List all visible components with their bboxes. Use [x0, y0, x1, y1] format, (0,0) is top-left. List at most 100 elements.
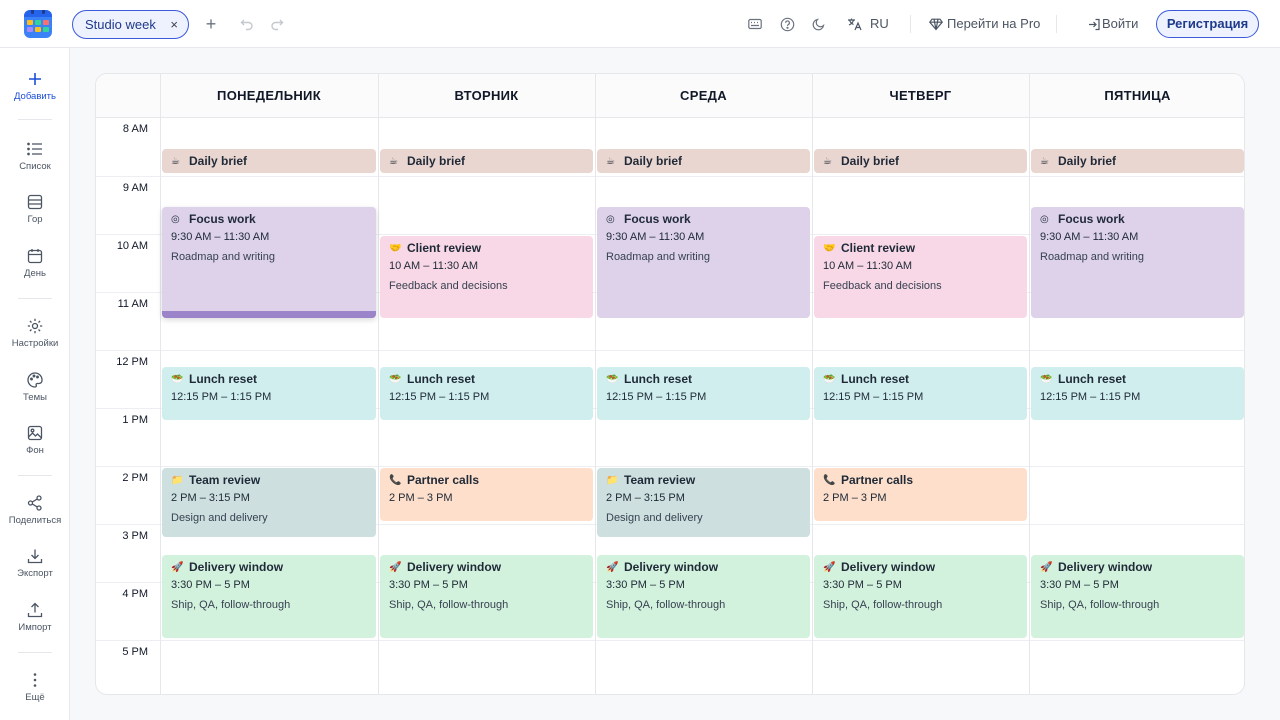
time-label: 8 AM — [122, 123, 148, 135]
salad-icon: 🥗 — [1040, 373, 1053, 385]
sidebar-item-background[interactable]: Фон — [0, 424, 70, 456]
event-delivery-window-tuesday[interactable]: 🚀 Delivery window 3:30 PM – 5 PM Ship, QA… — [380, 555, 593, 638]
event-delivery-window-monday[interactable]: 🚀 Delivery window 3:30 PM – 5 PM Ship, QA… — [162, 555, 376, 638]
event-time: 9:30 AM – 11:30 AM — [1040, 231, 1139, 243]
day-header-friday: ПЯТНИЦА — [1029, 74, 1244, 118]
event-title: Daily brief — [624, 154, 683, 168]
sidebar-item-list[interactable]: Список — [0, 140, 70, 172]
sidebar-item-label: Добавить — [14, 91, 56, 102]
event-time: 10 AM – 11:30 AM — [389, 260, 479, 272]
event-daily-brief-tuesday[interactable]: ☕ Daily brief — [380, 149, 593, 173]
time-label: 5 PM — [122, 646, 148, 658]
event-title: Client review — [407, 241, 482, 255]
event-description: Feedback and decisions — [823, 280, 942, 292]
sidebar-item-year[interactable]: Гор — [0, 193, 70, 225]
register-button[interactable]: Регистрация — [1156, 10, 1259, 38]
event-lunch-reset-wednesday[interactable]: 🥗 Lunch reset 12:15 PM – 1:15 PM — [597, 367, 810, 420]
event-title: Delivery window — [1058, 560, 1153, 574]
event-partner-calls-tuesday[interactable]: 📞 Partner calls 2 PM – 3 PM — [380, 468, 593, 521]
event-focus-work-monday[interactable]: ◎ Focus work 9:30 AM – 11:30 AM Roadmap a… — [162, 207, 376, 318]
event-daily-brief-wednesday[interactable]: ☕ Daily brief — [597, 149, 810, 173]
event-focus-work-wednesday[interactable]: ◎ Focus work 9:30 AM – 11:30 AM Roadmap a… — [597, 207, 810, 318]
translate-icon[interactable] — [845, 14, 865, 34]
salad-icon: 🥗 — [171, 373, 184, 385]
event-description: Ship, QA, follow-through — [823, 599, 943, 611]
event-description: Ship, QA, follow-through — [171, 599, 291, 611]
event-lunch-reset-thursday[interactable]: 🥗 Lunch reset 12:15 PM – 1:15 PM — [814, 367, 1027, 420]
add-tab-button[interactable]: + — [205, 13, 217, 34]
event-lunch-reset-friday[interactable]: 🥗 Lunch reset 12:15 PM – 1:15 PM — [1031, 367, 1244, 420]
event-time: 12:15 PM – 1:15 PM — [606, 391, 707, 403]
target-icon: ◎ — [1040, 213, 1049, 225]
event-daily-brief-monday[interactable]: ☕ Daily brief — [162, 149, 376, 173]
download-icon — [27, 549, 43, 564]
column-divider — [812, 74, 813, 694]
sidebar-item-label: Гор — [27, 214, 43, 225]
redo-icon[interactable] — [267, 14, 287, 34]
event-time: 3:30 PM – 5 PM — [823, 579, 902, 591]
event-title: Team review — [624, 473, 696, 487]
event-team-review-monday[interactable]: 📁 Team review 2 PM – 3:15 PM Design and d… — [162, 468, 376, 537]
palette-icon — [27, 372, 43, 388]
sidebar-item-share[interactable]: Поделиться — [0, 494, 70, 526]
event-delivery-window-friday[interactable]: 🚀 Delivery window 3:30 PM – 5 PM Ship, QA… — [1031, 555, 1244, 638]
event-time: 2 PM – 3:15 PM — [606, 492, 685, 504]
event-description: Ship, QA, follow-through — [389, 599, 509, 611]
salad-icon: 🥗 — [823, 373, 836, 385]
time-label: 4 PM — [122, 588, 148, 600]
event-daily-brief-friday[interactable]: ☕ Daily brief — [1031, 149, 1244, 173]
coffee-icon: ☕ — [171, 155, 180, 167]
tab-close-icon[interactable]: × — [170, 17, 178, 32]
event-time: 2 PM – 3 PM — [389, 492, 453, 504]
gear-icon — [27, 318, 43, 334]
event-description: Design and delivery — [606, 512, 703, 524]
sidebar-item-label: Фон — [26, 445, 44, 456]
list-icon — [27, 142, 42, 156]
sidebar-item-add[interactable]: Добавить — [0, 70, 70, 102]
coffee-icon: ☕ — [823, 155, 832, 167]
event-focus-work-friday[interactable]: ◎ Focus work 9:30 AM – 11:30 AM Roadmap a… — [1031, 207, 1244, 318]
sidebar-item-day[interactable]: День — [0, 247, 70, 279]
sidebar-item-label: Настройки — [11, 338, 59, 349]
event-team-review-wednesday[interactable]: 📁 Team review 2 PM – 3:15 PM Design and d… — [597, 468, 810, 537]
sidebar-item-more[interactable]: Ещё — [0, 671, 70, 703]
event-delivery-window-wednesday[interactable]: 🚀 Delivery window 3:30 PM – 5 PM Ship, QA… — [597, 555, 810, 638]
event-time: 3:30 PM – 5 PM — [1040, 579, 1119, 591]
event-daily-brief-thursday[interactable]: ☕ Daily brief — [814, 149, 1027, 173]
event-title: Lunch reset — [407, 372, 476, 386]
undo-icon[interactable] — [237, 14, 257, 34]
tab-studio-week[interactable]: Studio week × — [72, 10, 189, 39]
event-time: 10 AM – 11:30 AM — [823, 260, 913, 272]
dark-mode-moon-icon[interactable] — [809, 14, 829, 34]
sidebar-item-settings[interactable]: Настройки — [0, 317, 70, 349]
phone-icon: 📞 — [823, 474, 836, 486]
event-lunch-reset-tuesday[interactable]: 🥗 Lunch reset 12:15 PM – 1:15 PM — [380, 367, 593, 420]
event-client-review-thursday[interactable]: 🤝 Client review 10 AM – 11:30 AM Feedback… — [814, 236, 1027, 318]
language-selector[interactable]: RU — [870, 16, 889, 31]
rocket-icon: 🚀 — [171, 561, 184, 573]
event-delivery-window-thursday[interactable]: 🚀 Delivery window 3:30 PM – 5 PM Ship, QA… — [814, 555, 1027, 638]
event-client-review-tuesday[interactable]: 🤝 Client review 10 AM – 11:30 AM Feedback… — [380, 236, 593, 318]
login-button[interactable]: Войти — [1102, 16, 1139, 31]
event-description: Roadmap and writing — [171, 251, 275, 263]
sidebar-item-export[interactable]: Экспорт — [0, 547, 70, 579]
time-label: 2 PM — [122, 472, 148, 484]
column-divider — [595, 74, 596, 694]
event-time: 12:15 PM – 1:15 PM — [1040, 391, 1141, 403]
event-description: Ship, QA, follow-through — [606, 599, 726, 611]
event-title: Partner calls — [841, 473, 914, 487]
event-partner-calls-thursday[interactable]: 📞 Partner calls 2 PM – 3 PM — [814, 468, 1027, 521]
day-header-monday: ПОНЕДЕЛЬНИК — [160, 74, 378, 118]
sidebar-item-themes[interactable]: Темы — [0, 371, 70, 403]
event-title: Partner calls — [407, 473, 480, 487]
upgrade-pro-link[interactable]: Перейти на Pro — [947, 16, 1041, 31]
keyboard-icon[interactable] — [745, 14, 765, 34]
event-lunch-reset-monday[interactable]: 🥗 Lunch reset 12:15 PM – 1:15 PM — [162, 367, 376, 420]
sidebar-item-import[interactable]: Импорт — [0, 601, 70, 633]
column-divider — [1029, 74, 1030, 694]
rocket-icon: 🚀 — [389, 561, 402, 573]
app-logo-calendar-icon[interactable] — [24, 10, 52, 38]
event-description: Feedback and decisions — [389, 280, 508, 292]
help-icon[interactable] — [777, 14, 797, 34]
handshake-icon: 🤝 — [389, 242, 402, 254]
